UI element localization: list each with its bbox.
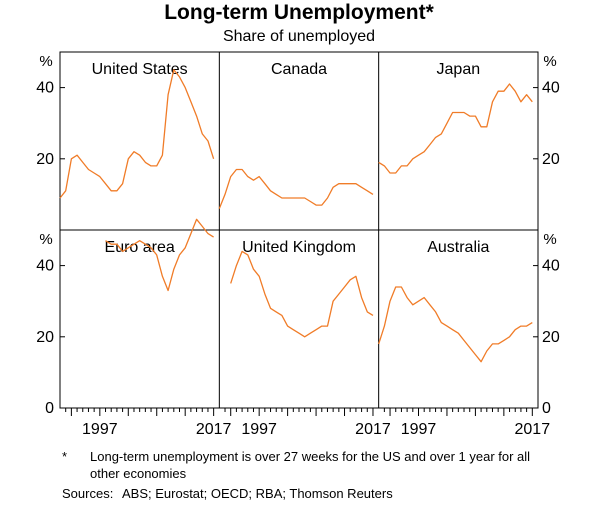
x-tick-label: 1997	[401, 421, 437, 438]
y-unit-right: %	[543, 231, 556, 248]
sources-text: ABS; Eurostat; OECD; RBA; Thomson Reuter…	[122, 486, 393, 501]
chart-subtitle: Share of unemployed	[222, 28, 376, 45]
y-tick-label: 40	[36, 80, 54, 97]
footnote-text: Long-term unemployment is over 27 weeks …	[90, 449, 531, 481]
panel-title: Euro area	[105, 239, 175, 256]
y-tick-label: 40	[542, 258, 560, 275]
chart-area: % % 20 20 40 40% % 0 0 20 20 40 40 1997 2017 1997 2017 19…	[36, 51, 560, 438]
x-tick-label: 2017	[355, 421, 391, 438]
series-line	[218, 168, 374, 209]
series-line	[59, 69, 215, 199]
y-unit-left: %	[39, 53, 52, 70]
y-tick-label: 0	[542, 400, 551, 417]
x-tick-label: 1997	[241, 421, 277, 438]
x-tick-label: 1997	[82, 421, 118, 438]
y-tick-label: 20	[542, 329, 560, 346]
sources-label: Sources:	[62, 486, 114, 501]
footnote-marker: *	[62, 449, 68, 464]
x-tick-label: 2017	[196, 421, 232, 438]
panel-title: United Kingdom	[242, 239, 356, 256]
y-tick-label: 40	[36, 258, 54, 275]
series-line	[230, 250, 374, 338]
y-unit-right: %	[543, 53, 556, 70]
y-tick-label: 40	[542, 80, 560, 97]
y-tick-label: 20	[542, 151, 560, 168]
panel-title: Canada	[271, 61, 327, 78]
y-tick-label: 20	[36, 329, 54, 346]
y-tick-label: 0	[45, 400, 54, 417]
chart-title: Long-term Unemployment*	[164, 1, 434, 24]
x-tick-label: 2017	[515, 421, 551, 438]
panel-title: Japan	[437, 61, 481, 78]
series-line	[378, 83, 533, 174]
series-line	[105, 218, 214, 292]
y-tick-label: 20	[36, 151, 54, 168]
panel-title: United States	[92, 61, 188, 78]
panel-title: Australia	[427, 239, 489, 256]
y-unit-left: %	[39, 231, 52, 248]
series-line	[378, 286, 533, 363]
